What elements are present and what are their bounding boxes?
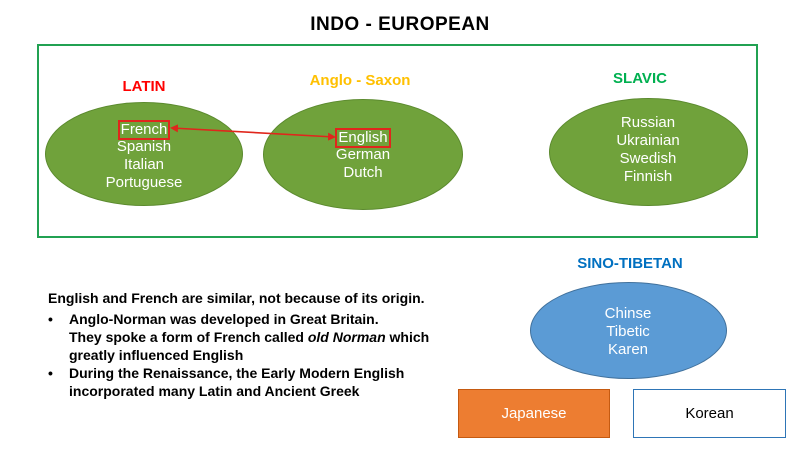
language-item: Russian [620,114,676,131]
language-item: Tibetic [606,323,650,340]
slavic-label: SLAVIC [613,70,667,87]
language-item: Dutch [343,164,383,181]
english-highlight: English [335,128,391,148]
language-item: Spanish [116,138,172,155]
language-item: Finnish [623,168,673,185]
indo-european-frame [37,44,758,238]
bullet-marker: • [48,365,53,381]
anglo-saxon-ellipse [263,99,463,210]
bullet-item: • During the Renaissance, the Early Mode… [48,364,478,400]
language-item: Ukrainian [616,132,680,149]
bullet-marker: • [48,311,53,327]
language-item: Portuguese [105,174,183,191]
language-item: Karen [607,341,649,358]
bullet-line: incorporated many Latin and Ancient Gree… [69,383,360,399]
latin-languages: French Spanish Italian Portuguese [44,120,244,192]
korean-box: Korean [633,389,786,438]
bullet-text: They spoke a form of French called [69,329,308,345]
bullet-line: They spoke a form of French called old N… [69,328,478,346]
japanese-box: Japanese [458,389,610,438]
language-item: Chinse [604,305,652,322]
language-item: Swedish [619,150,677,167]
bullet-item: • Anglo-Norman was developed in Great Br… [48,310,478,364]
slavic-ellipse [549,98,748,206]
sino-tibetan-ellipse [530,282,727,379]
sino-tibetan-languages: Chinse Tibetic Karen [528,305,728,359]
language-item: Italian [123,156,165,173]
bullet-line: Anglo-Norman was developed in Great Brit… [69,311,379,327]
slavic-languages: Russian Ukrainian Swedish Finnish [548,114,748,186]
latin-label: LATIN [122,78,166,95]
bullet-list: • Anglo-Norman was developed in Great Br… [48,310,478,400]
french-highlight: French [117,120,171,140]
notes-heading: English and French are similar, not beca… [48,290,425,306]
latin-ellipse [45,102,243,206]
old-norman-italic: old Norman [307,329,386,345]
anglo-saxon-label: Anglo - Saxon [309,72,411,89]
bullet-text: which [385,329,430,345]
diagram-title: INDO - EUROPEAN [310,14,490,35]
anglo-saxon-languages: English German Dutch [263,128,463,182]
language-item: German [335,146,391,163]
bullet-line: During the Renaissance, the Early Modern… [69,365,405,381]
sino-tibetan-label: SINO-TIBETAN [577,255,683,272]
bullet-line: greatly influenced English [69,347,244,363]
